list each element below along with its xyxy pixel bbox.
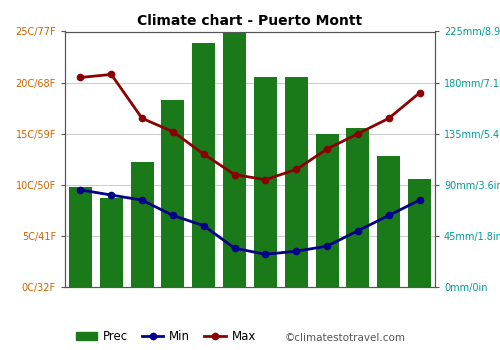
Bar <box>223 32 246 287</box>
Bar <box>284 77 308 287</box>
Bar <box>408 179 431 287</box>
Text: ©climatestotravel.com: ©climatestotravel.com <box>285 333 406 343</box>
Bar <box>69 187 92 287</box>
Bar <box>346 128 370 287</box>
Legend: Prec, Min, Max: Prec, Min, Max <box>71 325 260 348</box>
Bar <box>130 162 154 287</box>
Bar <box>162 100 184 287</box>
Title: Climate chart - Puerto Montt: Climate chart - Puerto Montt <box>138 14 362 28</box>
Bar <box>377 156 400 287</box>
Bar <box>316 134 338 287</box>
Bar <box>254 77 277 287</box>
Bar <box>100 198 123 287</box>
Bar <box>192 43 216 287</box>
